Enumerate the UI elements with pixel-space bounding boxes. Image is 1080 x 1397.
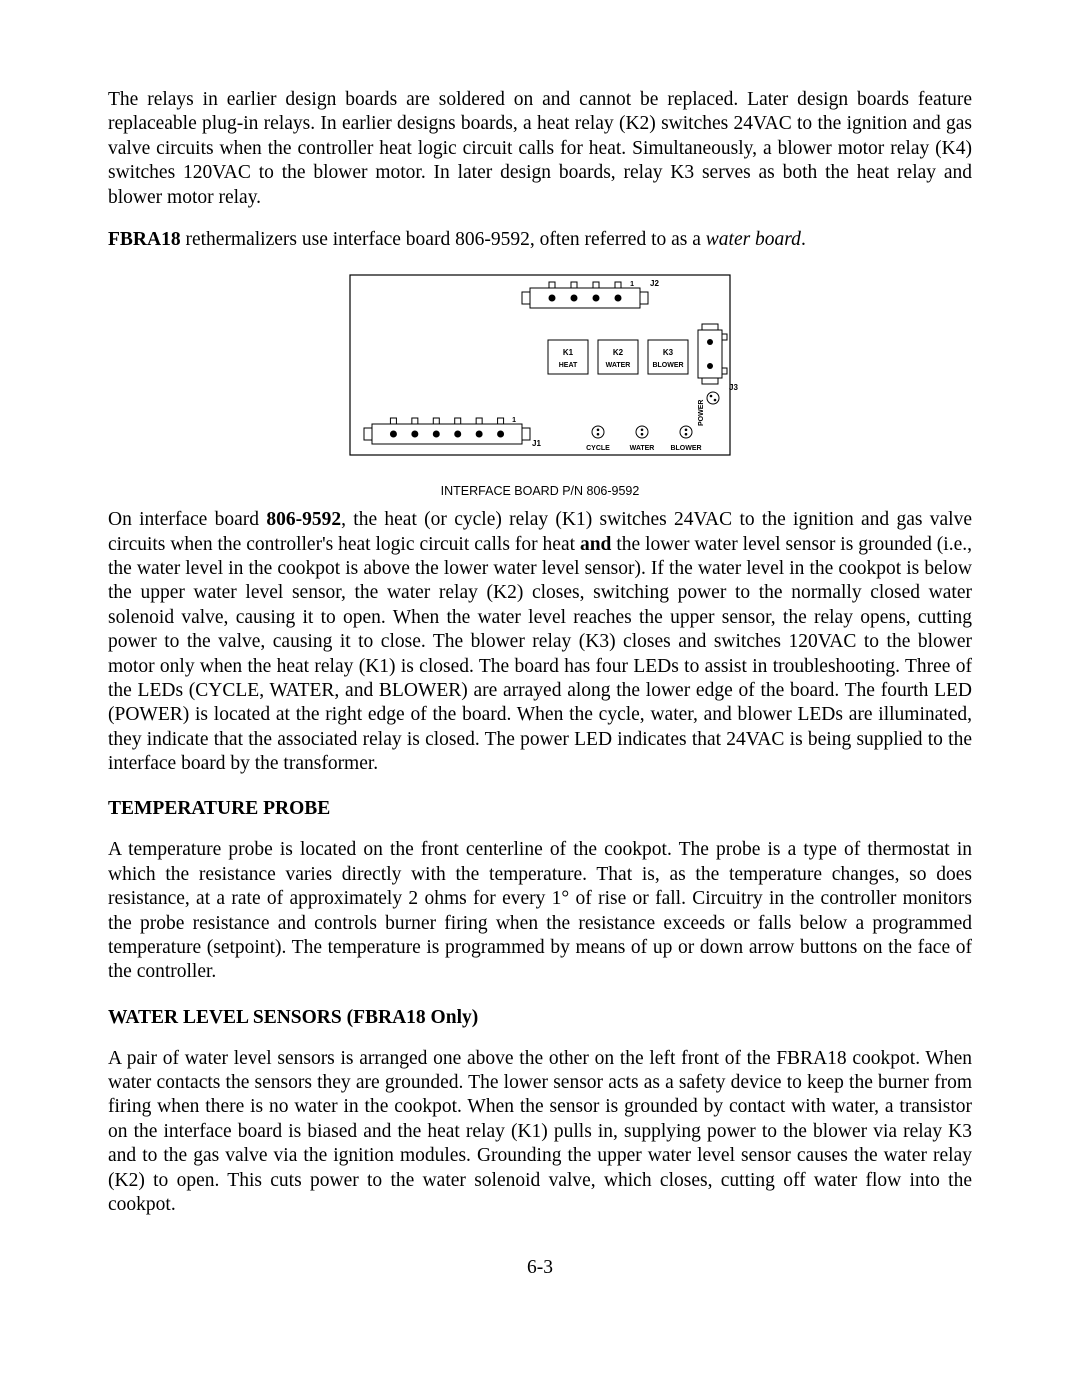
fbra18-post: . [801,229,806,250]
svg-text:BLOWER: BLOWER [652,362,683,369]
svg-text:1: 1 [630,281,634,288]
figure-caption: INTERFACE BOARD P/N 806-9592 [108,484,972,498]
fbra18-bold: FBRA18 [108,229,181,250]
svg-text:J3: J3 [729,383,738,392]
p3-e: the lower water level sensor is grounded… [108,534,972,774]
paragraph-temperature-probe: A temperature probe is located on the fr… [108,838,972,984]
paragraph-water-sensors: A pair of water level sensors is arrange… [108,1047,972,1218]
water-board-italic: water board [706,229,801,250]
svg-text:K1: K1 [563,348,574,357]
svg-text:K3: K3 [663,348,674,357]
svg-text:1: 1 [512,417,516,424]
svg-text:BLOWER: BLOWER [670,445,701,452]
paragraph-relays: The relays in earlier design boards are … [108,88,972,210]
svg-text:J1: J1 [532,439,541,448]
document-page: The relays in earlier design boards are … [0,0,1080,1339]
heading-temperature-probe: TEMPERATURE PROBE [108,798,972,820]
svg-text:K2: K2 [613,348,624,357]
svg-text:WATER: WATER [630,445,655,452]
page-number: 6-3 [108,1257,972,1279]
svg-text:WATER: WATER [606,362,631,369]
svg-text:HEAT: HEAT [559,362,578,369]
svg-text:POWER: POWER [698,400,705,426]
p3-b: 806-9592 [266,509,341,530]
paragraph-806-9592: On interface board 806-9592, the heat (o… [108,508,972,776]
p3-a: On interface board [108,509,266,530]
interface-board-figure: J2 1 J1 1 K1 HEAT K2 WATER K3 BLOWER J3 POWER CYCLE W… [108,270,972,498]
interface-board-diagram: J2 1 J1 1 K1 HEAT K2 WATER K3 BLOWER J3 POWER CYCLE W… [340,270,740,475]
fbra18-mid: rethermalizers use interface board 806-9… [181,229,706,250]
paragraph-fbra18: FBRA18 rethermalizers use interface boar… [108,228,972,252]
heading-water-sensors: WATER LEVEL SENSORS (FBRA18 Only) [108,1007,972,1029]
svg-text:J2: J2 [650,279,659,288]
svg-text:CYCLE: CYCLE [586,445,610,452]
p3-d: and [580,534,611,555]
